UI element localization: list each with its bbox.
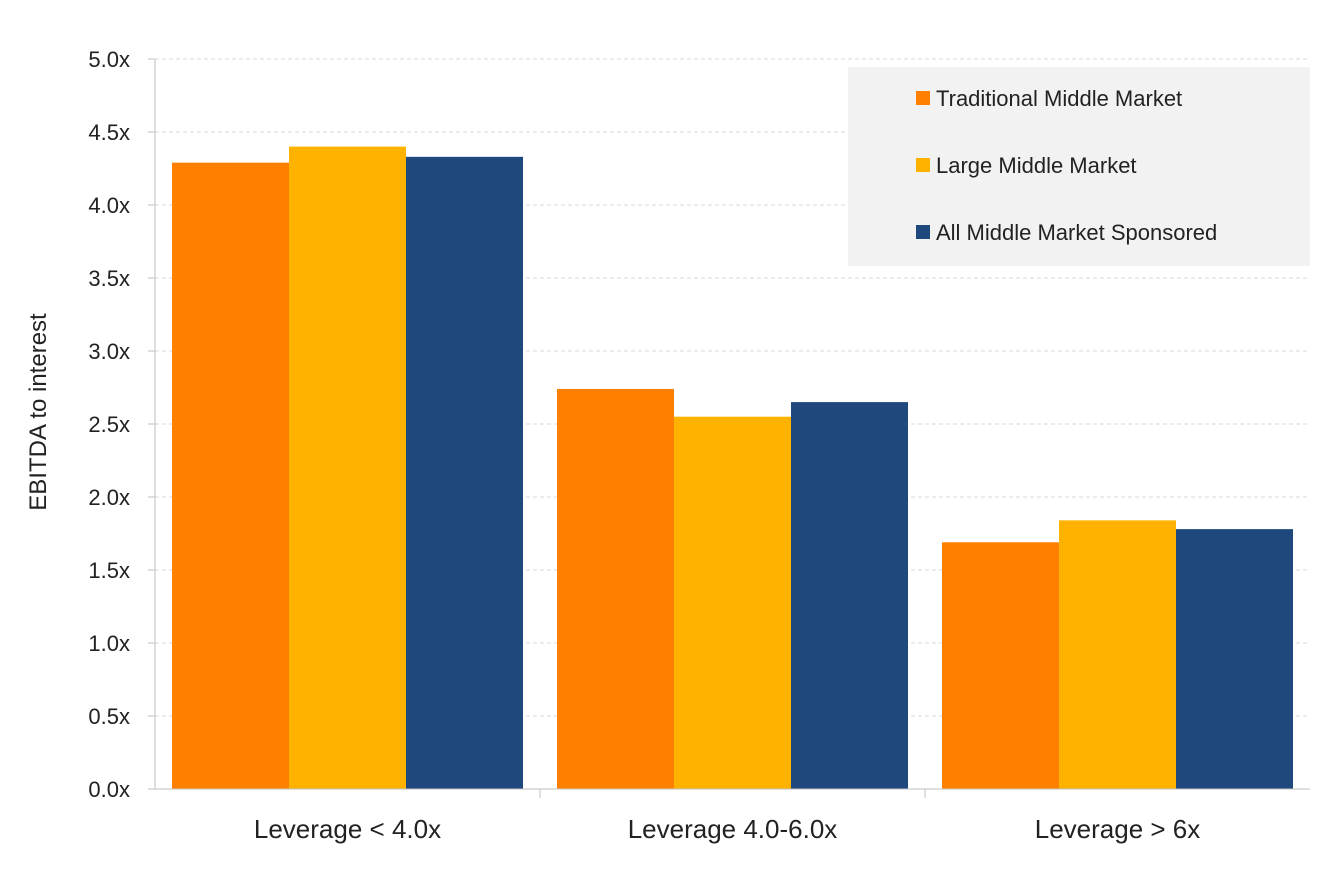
bar [557,388,674,789]
bar [406,156,523,789]
bar [674,416,791,789]
legend-swatch [916,91,930,105]
y-tick-label: 4.0x [88,193,130,218]
bars [172,146,1293,790]
y-axis-label: EBITDA to interest [25,313,52,511]
y-tick-label: 1.5x [88,558,130,583]
bar [1059,520,1176,789]
y-tick-label: 3.0x [88,339,130,364]
legend-label: Large Middle Market [936,153,1137,178]
legend-swatch [916,225,930,239]
bar [289,146,406,790]
bar [942,542,1059,789]
x-tick-label: Leverage < 4.0x [254,814,441,844]
y-tick-label: 3.5x [88,266,130,291]
y-tick-label: 2.5x [88,412,130,437]
y-tick-labels: 0.0x 0.5x 1.0x 1.5x 2.0x 2.5x 3.0x 3.5x 4.0x 4.5x… [88,47,130,802]
bar [791,402,908,789]
y-tick-label: 1.0x [88,631,130,656]
axes [154,59,1310,798]
y-tick-label: 0.5x [88,704,130,729]
bar [172,162,289,789]
x-tick-labels: Leverage < 4.0x Leverage 4.0-6.0x Leverage… [254,814,1200,844]
x-tick-label: Leverage 4.0-6.0x [628,814,838,844]
y-tick-label: 5.0x [88,47,130,72]
y-tick-label: 4.5x [88,120,130,145]
x-tick-label: Leverage > 6x [1035,814,1201,844]
y-tick-label: 2.0x [88,485,130,510]
legend-label: Traditional Middle Market [936,86,1182,111]
legend-label: All Middle Market Sponsored [936,220,1217,245]
legend: Traditional Middle Market Large Middle Ma… [848,67,1310,266]
y-tick-label: 0.0x [88,777,130,802]
legend-swatch [916,158,930,172]
bar [1176,529,1293,789]
